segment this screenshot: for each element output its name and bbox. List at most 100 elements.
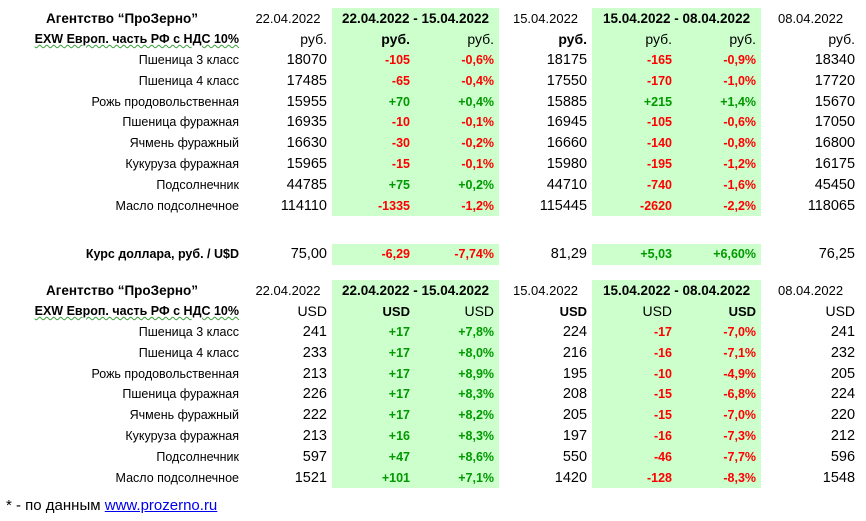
delta-1: +70: [332, 91, 415, 112]
value-a: 597: [302, 448, 327, 465]
pct-1: -0,2%: [415, 132, 500, 154]
value-a: 213: [302, 365, 327, 382]
footnote-prefix: * - по данным: [6, 497, 105, 514]
unit-cell: руб.: [677, 28, 762, 50]
unit-cell: руб.: [558, 31, 588, 48]
delta-2: -15: [592, 404, 678, 426]
pct-2: -7,0%: [677, 321, 762, 343]
usd-commodity-rows: Пшеница 3 класс 241 +17 +7,8% 224 -17 -7,0% 241…: [0, 321, 860, 488]
commodity-name: Пшеница фуражная: [122, 115, 239, 130]
commodity-name: Кукуруза фуражная: [125, 156, 239, 171]
pct-2: -0,6%: [677, 111, 762, 133]
value-b: 550: [562, 448, 588, 465]
pct-2: -1,0%: [677, 70, 762, 92]
table-row: Кукуруза фуражная 213 +16 +8,3% 197 -16 -7,3% 2…: [0, 425, 860, 447]
delta-2: -165: [592, 49, 678, 71]
value-a: 222: [302, 407, 327, 424]
value-b: 115445: [539, 197, 588, 214]
pct-1: +8,6%: [415, 446, 500, 468]
table-row: Подсолнечник 597 +47 +8,6% 550 -46 -7,7% 596: [0, 446, 860, 468]
value-c: 205: [830, 365, 856, 382]
value-c: 15670: [814, 93, 856, 110]
delta-2: -128: [592, 467, 678, 488]
delta-2: -17: [592, 321, 678, 343]
fx-row: Курс доллара, руб. / U$D 75,00 -6,29 -7,…: [0, 244, 860, 265]
value-b: 195: [562, 365, 588, 382]
usd-price-table: Агентство “ПроЗерно” 22.04.2022 22.04.20…: [0, 280, 860, 488]
agency-title: Агентство “ПроЗерно”: [45, 282, 198, 298]
delta-1: +17: [332, 363, 415, 384]
commodity-name: Масло подсолнечное: [115, 198, 239, 213]
value-a: 226: [302, 386, 327, 403]
delta-1: -30: [332, 132, 415, 154]
delta-2: -2620: [592, 195, 678, 216]
pct-2: -0,9%: [677, 49, 762, 71]
value-c: 241: [830, 323, 856, 340]
unit-cell: руб.: [415, 28, 500, 50]
pct-1: -0,6%: [415, 49, 500, 71]
date-a: 22.04.2022: [255, 282, 321, 298]
commodity-name: Пшеница фуражная: [122, 387, 239, 402]
delta-1: -10: [332, 111, 415, 133]
pct-1: +8,9%: [415, 363, 500, 384]
value-b: 205: [562, 407, 588, 424]
delta-1: -65: [332, 70, 415, 92]
fx-value-c: 76,25: [818, 246, 855, 263]
delta-1: +47: [332, 446, 415, 468]
basis-label: EXW Европ. часть РФ с НДС 10%: [34, 304, 239, 319]
unit-cell: USD: [677, 300, 762, 322]
date-b: 15.04.2022: [512, 10, 579, 26]
pct-2: -7,1%: [677, 342, 762, 364]
value-a: 44785: [286, 176, 327, 193]
range-1: 22.04.2022 - 15.04.2022: [332, 280, 500, 301]
value-c: 16175: [814, 155, 856, 172]
commodity-name: Пшеница 3 класс: [138, 52, 239, 67]
prozerno-link[interactable]: www.prozerno.ru: [104, 497, 218, 514]
delta-1: +17: [332, 404, 415, 426]
commodity-name: Пшеница 4 класс: [138, 345, 239, 360]
delta-2: -15: [592, 383, 678, 405]
pct-1: +0,4%: [415, 91, 500, 112]
value-c: 17720: [814, 72, 856, 89]
delta-2: -16: [592, 425, 678, 447]
pct-2: -4,9%: [677, 363, 762, 384]
commodity-name: Подсолнечник: [156, 449, 239, 464]
range-2: 15.04.2022 - 08.04.2022: [592, 8, 762, 29]
table-row: Рожь продовольственная 15955 +70 +0,4% 15885…: [0, 91, 860, 112]
value-a: 17485: [286, 72, 327, 89]
delta-2: -740: [592, 174, 678, 196]
delta-2: -16: [592, 342, 678, 364]
value-a: 1521: [294, 469, 327, 486]
rub-header-row: Агентство “ПроЗерно” 22.04.2022 22.04.20…: [0, 8, 860, 29]
unit-cell: USD: [415, 300, 500, 322]
pct-2: -1,2%: [677, 153, 762, 175]
pct-1: +8,0%: [415, 342, 500, 364]
range-2: 15.04.2022 - 08.04.2022: [592, 280, 762, 301]
rub-price-table: Агентство “ПроЗерно” 22.04.2022 22.04.20…: [0, 8, 860, 216]
unit-cell: USD: [592, 300, 678, 322]
value-c: 232: [830, 344, 856, 361]
fx-pct-1: -7,74%: [415, 244, 499, 265]
pct-2: -7,7%: [677, 446, 762, 468]
pct-1: -0,1%: [415, 111, 500, 133]
unit-cell: руб.: [592, 28, 678, 50]
value-a: 15955: [286, 93, 327, 110]
unit-cell: руб.: [828, 31, 856, 48]
fx-pct-2: +6,60%: [677, 244, 761, 265]
value-b: 18175: [546, 51, 588, 68]
table-row: Подсолнечник 44785 +75 +0,2% 44710 -740 -1,6% 4…: [0, 174, 860, 196]
unit-cell: USD: [825, 303, 856, 320]
delta-2: -10: [592, 363, 678, 384]
table-row: Пшеница 3 класс 18070 -105 -0,6% 18175 -165 -0…: [0, 49, 860, 71]
unit-cell: USD: [559, 303, 588, 319]
fx-label: Курс доллара, руб. / U$D: [85, 247, 239, 262]
fx-value-a: 75,00: [290, 246, 327, 263]
fx-delta-2: +5,03: [592, 244, 677, 265]
commodity-name: Рожь продовольственная: [91, 94, 239, 109]
commodity-name: Ячмень фуражный: [129, 408, 239, 423]
value-b: 44710: [546, 176, 588, 193]
value-c: 17050: [814, 114, 856, 131]
commodity-name: Кукуруза фуражная: [125, 428, 239, 443]
pct-1: +8,3%: [415, 383, 500, 405]
value-b: 17550: [546, 72, 588, 89]
